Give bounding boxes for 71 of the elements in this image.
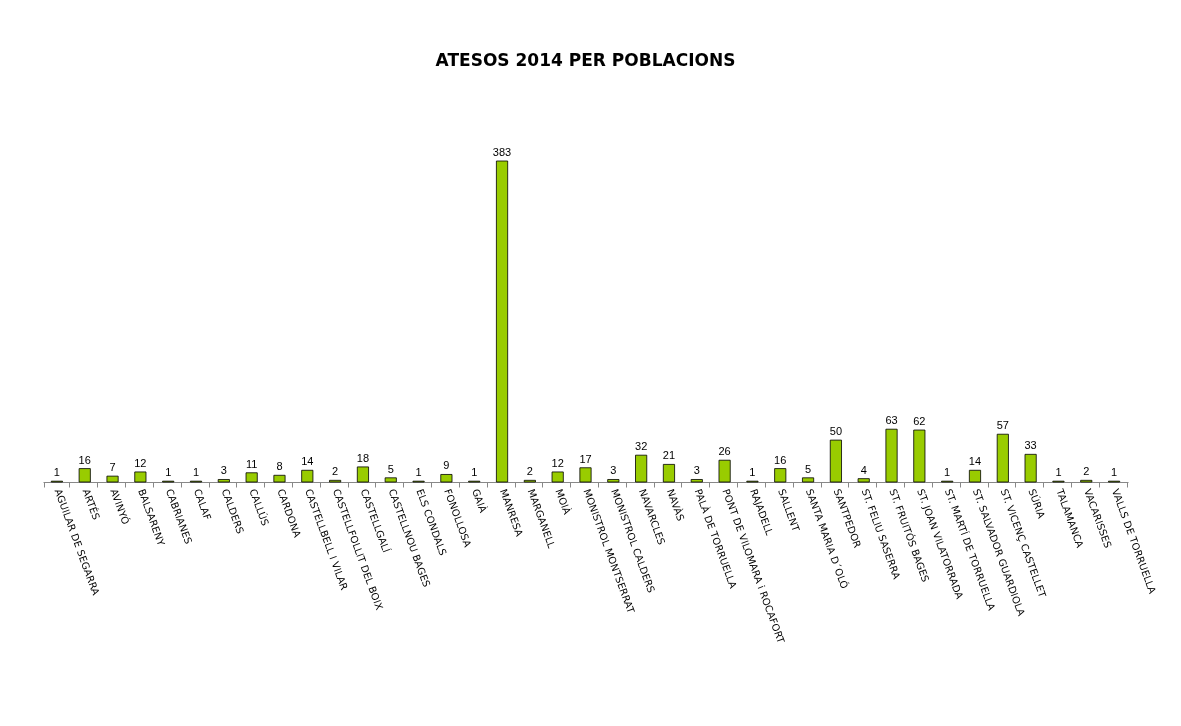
data-label: 8	[276, 460, 283, 473]
data-label: 1	[53, 466, 60, 479]
bar	[690, 479, 703, 483]
data-label: 4	[860, 463, 867, 476]
bar	[106, 475, 119, 483]
data-label: 383	[492, 146, 512, 158]
bar	[885, 428, 898, 483]
data-label: 14	[301, 455, 314, 468]
bar	[913, 429, 926, 483]
bar	[1024, 453, 1037, 483]
data-label: 1	[1111, 466, 1118, 479]
data-label: 2	[526, 465, 533, 478]
bar	[607, 479, 620, 483]
bar	[384, 477, 397, 483]
bar	[718, 459, 731, 483]
data-label: 14	[968, 455, 982, 468]
data-label: 5	[387, 462, 394, 475]
data-label: 1	[471, 466, 478, 479]
bar	[245, 472, 258, 483]
bar	[440, 474, 453, 483]
data-label: 11	[245, 457, 258, 470]
bar	[217, 479, 230, 483]
data-label: 3	[610, 464, 617, 477]
bar	[134, 471, 147, 483]
bar	[774, 468, 787, 483]
bar	[78, 468, 91, 483]
data-label: 62	[913, 415, 926, 428]
chart-title: ATESOS 2014 PER POBLACIONS	[435, 50, 736, 70]
data-label: 17	[579, 452, 592, 465]
x-tick-label: MOIÀ	[553, 487, 574, 517]
x-tick-label: NAVÀS	[664, 487, 688, 523]
data-label: 2	[332, 465, 339, 478]
bar	[273, 474, 286, 483]
data-label: 1	[749, 466, 756, 479]
bar	[301, 469, 314, 483]
data-label: 12	[134, 456, 147, 469]
bar	[968, 469, 982, 483]
data-label: 18	[356, 451, 370, 464]
data-label: 16	[78, 453, 91, 466]
data-label: 1	[165, 466, 172, 479]
data-label: 21	[662, 449, 676, 462]
bar	[802, 477, 815, 483]
data-label: 7	[109, 461, 116, 474]
bar	[551, 471, 564, 483]
bar	[496, 160, 509, 483]
data-label: 12	[551, 456, 564, 469]
data-label: 57	[996, 419, 1009, 432]
data-label: 1	[944, 466, 951, 479]
data-label: 3	[220, 464, 227, 477]
data-label: 50	[829, 425, 843, 438]
data-label: 1	[1055, 466, 1062, 479]
bar	[635, 454, 648, 483]
bar	[579, 467, 592, 483]
data-label: 9	[443, 459, 450, 472]
data-label: 2	[1083, 465, 1090, 478]
data-label: 33	[1024, 439, 1037, 452]
bar	[662, 464, 675, 483]
data-label: 16	[774, 453, 787, 466]
data-label: 26	[718, 445, 731, 458]
bar	[857, 478, 870, 483]
data-label: 63	[885, 414, 898, 427]
bar	[829, 439, 842, 483]
data-label: 5	[805, 462, 812, 475]
bar	[356, 466, 369, 483]
x-tick-label: GAIÀ	[470, 487, 490, 515]
data-label: 1	[192, 466, 200, 479]
data-label: 3	[693, 464, 700, 477]
data-label: 1	[415, 466, 422, 479]
x-tick-label: SÚRIA	[1026, 487, 1049, 520]
data-label: 32	[635, 440, 648, 453]
bar	[996, 433, 1009, 483]
